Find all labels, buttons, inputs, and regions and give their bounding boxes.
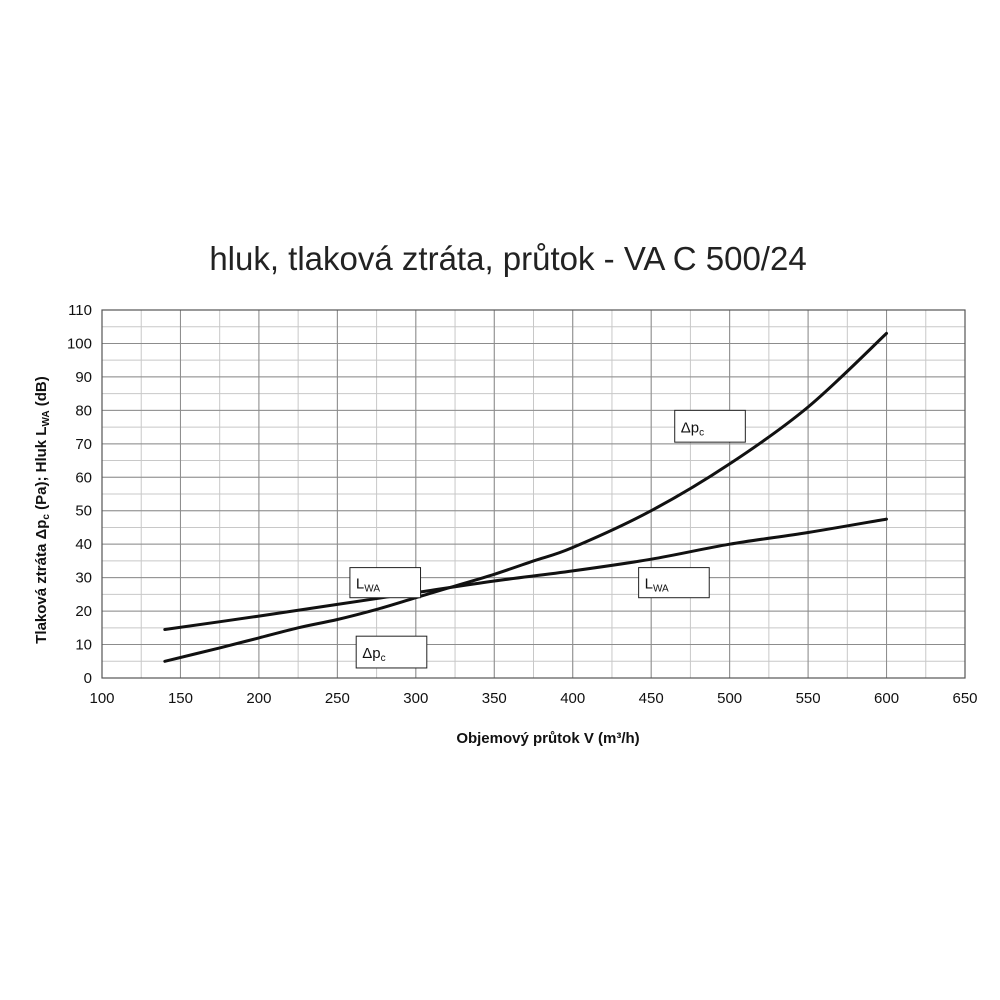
annotation-box: [355, 635, 428, 669]
y-axis-label-part2: (Pa); Hluk L: [33, 427, 50, 515]
x-axis-label: Objemový průtok V (m³/h): [456, 730, 639, 747]
annotation-lwa-left: LWA: [349, 567, 422, 599]
y-axis-label-sub2: WA: [41, 410, 52, 426]
annotation-dp-lower: Δpc: [355, 635, 428, 669]
y-tick-label: 80: [75, 402, 92, 419]
x-tick-label: 350: [482, 690, 507, 707]
annotation-label: LWA: [356, 576, 380, 595]
x-tick-label: 250: [325, 690, 350, 707]
x-tick-label: 650: [952, 690, 977, 707]
y-tick-label: 40: [75, 536, 92, 553]
series-line-dp: [163, 331, 888, 663]
y-tick-label: 60: [75, 469, 92, 486]
y-tick-label: 0: [84, 670, 92, 687]
x-tick-label: 300: [403, 690, 428, 707]
y-axis-label: Tlaková ztráta Δpc (Pa); Hluk LWA (dB): [33, 376, 52, 644]
annotation-label: LWA: [645, 576, 669, 595]
y-axis-label-sub1: c: [41, 514, 52, 520]
annotation-dp-upper: Δpc: [674, 409, 746, 443]
x-tick-label: 550: [796, 690, 821, 707]
x-tick-label: 100: [89, 690, 114, 707]
y-axis-label-part1: Tlaková ztráta Δp: [33, 520, 50, 644]
x-tick-label: 150: [168, 690, 193, 707]
y-axis-label-part3: (dB): [33, 376, 50, 410]
y-tick-label: 30: [75, 570, 92, 587]
annotation-label: Δpc: [681, 419, 704, 438]
series-layer: [163, 331, 888, 663]
y-tick-label: 50: [75, 503, 92, 520]
x-tick-label: 400: [560, 690, 585, 707]
x-tick-label: 200: [246, 690, 271, 707]
x-tick-label: 450: [639, 690, 664, 707]
y-tick-label: 110: [68, 302, 92, 319]
x-tick-label: 600: [874, 690, 899, 707]
chart-title: hluk, tlaková ztráta, průtok - VA C 500/…: [209, 240, 806, 277]
series-line-lwa: [163, 517, 888, 631]
annotation-box: [674, 409, 746, 443]
annotation-label: Δpc: [362, 645, 385, 664]
y-tick-label: 20: [75, 603, 92, 620]
annotation-box: [349, 567, 422, 599]
annotation-lwa-right: LWA: [638, 567, 710, 599]
annotations: Δpc Δpc LWA LWA: [349, 409, 746, 669]
grid: [101, 309, 966, 679]
y-tick-label: 100: [67, 335, 92, 352]
tick-labels: 100 150 200 250 300 350 400 450 500 550 600 650 0 10 2…: [67, 302, 978, 707]
y-tick-label: 90: [75, 369, 92, 386]
annotation-box: [638, 567, 710, 599]
y-tick-label: 10: [75, 637, 92, 654]
x-tick-label: 500: [717, 690, 742, 707]
plot-frame: [101, 309, 966, 679]
y-tick-label: 70: [75, 436, 92, 453]
